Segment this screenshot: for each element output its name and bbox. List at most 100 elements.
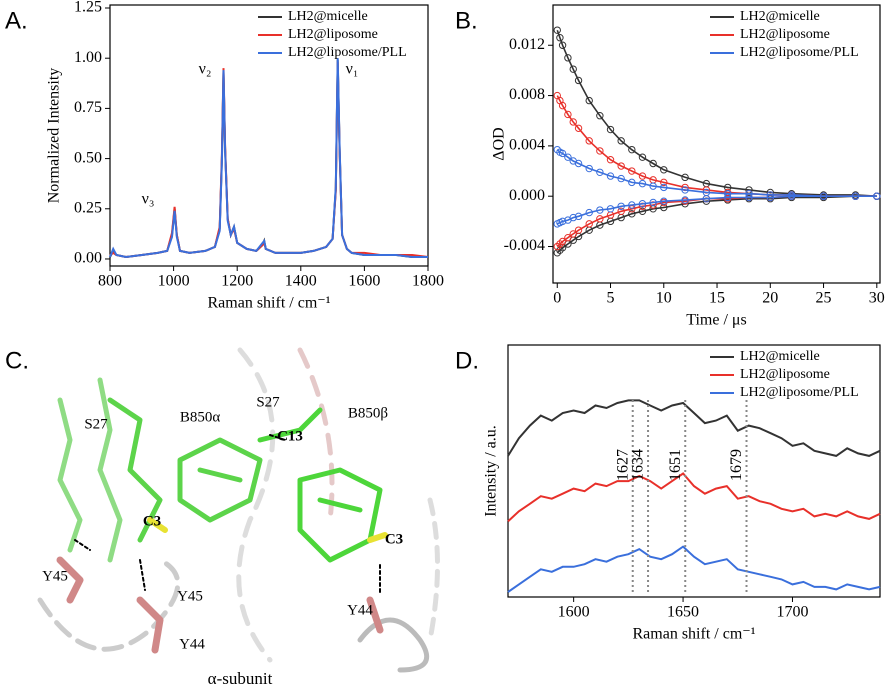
panel-label: B.: [455, 7, 478, 34]
structure-label: C3: [385, 531, 403, 547]
data-point: [596, 111, 604, 120]
y-tick-label: 1.00: [74, 49, 102, 66]
peak-label: ν₁: [346, 61, 359, 78]
y-tick-label: 0.25: [74, 199, 102, 216]
reference-label: 1634: [630, 449, 647, 481]
panel-c-structure: [37, 347, 440, 673]
legend-label: LH2@liposome: [740, 27, 830, 42]
x-tick-label: 5: [607, 290, 615, 307]
peak-label: ν₃: [142, 191, 155, 208]
x-tick-label: 1400: [285, 273, 317, 290]
series-line: [507, 472, 881, 523]
data-point: [638, 153, 647, 161]
data-point: [558, 101, 567, 110]
structure-label: B850α: [180, 409, 221, 425]
series-line: [556, 29, 877, 197]
y-tick-label: 0.50: [74, 149, 102, 166]
x-tick-label: 1650: [667, 604, 699, 621]
series-line: [556, 195, 877, 248]
data-point: [585, 96, 593, 105]
data-point: [556, 34, 564, 42]
bchl-sticks: [107, 397, 263, 543]
data-point: [574, 226, 583, 234]
helix-sticks: [57, 377, 123, 563]
series-line: [556, 149, 877, 197]
legend-label: LH2@liposome/PLL: [288, 45, 407, 60]
panel-label: C.: [5, 347, 29, 374]
x-axis-label: Raman shift / cm⁻¹: [208, 295, 331, 312]
structure-label: S27: [84, 416, 108, 432]
data-point: [558, 149, 567, 158]
data-point: [569, 65, 577, 73]
x-tick-label: 800: [98, 273, 122, 290]
data-point: [569, 230, 577, 238]
x-tick-label: 1200: [221, 273, 253, 290]
data-point: [660, 166, 668, 174]
series-line: [507, 399, 881, 457]
ribbon: [297, 347, 335, 523]
legend-label: LH2@liposome: [740, 367, 830, 382]
structure-label: S27: [256, 394, 280, 410]
data-point: [596, 168, 604, 177]
data-point: [628, 167, 636, 175]
series-line: [556, 195, 877, 225]
y-tick-label: 0.000: [509, 187, 545, 204]
data-point: [564, 153, 572, 161]
x-axis-label: Time / μs: [686, 312, 746, 329]
structure-label: α-subunit: [208, 669, 273, 688]
ribbon: [37, 557, 181, 652]
plot-frame: [109, 4, 429, 267]
data-point: [558, 41, 567, 49]
data-point: [628, 145, 636, 154]
x-tick-label: 15: [709, 290, 725, 307]
data-point: [681, 173, 689, 182]
data-point: [617, 162, 625, 170]
structure-label: C13: [277, 428, 303, 444]
data-point: [649, 159, 657, 168]
reference-label: 1679: [728, 449, 745, 481]
x-tick-label: 10: [656, 290, 672, 307]
ribbon: [236, 347, 276, 663]
legend-label: LH2@micelle: [740, 9, 820, 24]
y-tick-label: 0.00: [74, 250, 102, 267]
y-axis-label: Intensity / a.u.: [483, 425, 500, 517]
data-point: [574, 76, 583, 85]
x-tick-label: 1000: [158, 273, 190, 290]
data-point: [638, 172, 647, 180]
legend-label: LH2@micelle: [288, 9, 368, 24]
x-tick-label: 1600: [558, 604, 590, 621]
peak-label: ν₂: [199, 61, 212, 78]
plot-frame: [507, 344, 881, 598]
data-point: [606, 125, 615, 134]
x-tick-label: 30: [869, 290, 885, 307]
ribbon: [357, 617, 430, 673]
reference-label: 1651: [667, 449, 684, 481]
x-tick-label: 25: [816, 290, 832, 307]
data-point: [596, 147, 604, 155]
x-tick-label: 0: [553, 290, 561, 307]
x-tick-label: 1700: [776, 604, 808, 621]
y-tick-label: 1.25: [74, 0, 102, 16]
series-line: [109, 58, 428, 259]
x-axis-label: Raman shift / cm⁻¹: [633, 626, 756, 643]
data-point: [585, 164, 593, 173]
structure-label: B850β: [348, 405, 388, 421]
data-point: [558, 237, 567, 246]
legend-label: LH2@micelle: [740, 349, 820, 364]
ribbon: [427, 497, 440, 643]
series-line: [109, 60, 428, 259]
y-tick-label: 0.004: [509, 137, 545, 154]
legend-label: LH2@liposome/PLL: [740, 385, 859, 400]
y-tick-label: -0.004: [504, 237, 545, 254]
reference-label: 1627: [614, 449, 631, 481]
cys-sticks: [147, 517, 388, 543]
y-tick-label: 0.75: [74, 99, 102, 116]
y-tick-label: 0.012: [509, 36, 545, 53]
tyr-sticks: [56, 556, 384, 654]
structure-label: Y45: [42, 568, 68, 584]
data-point: [553, 26, 561, 34]
h-bond: [74, 434, 381, 596]
data-point: [617, 137, 625, 145]
series-line: [109, 62, 429, 259]
structure-label: Y44: [347, 602, 373, 618]
